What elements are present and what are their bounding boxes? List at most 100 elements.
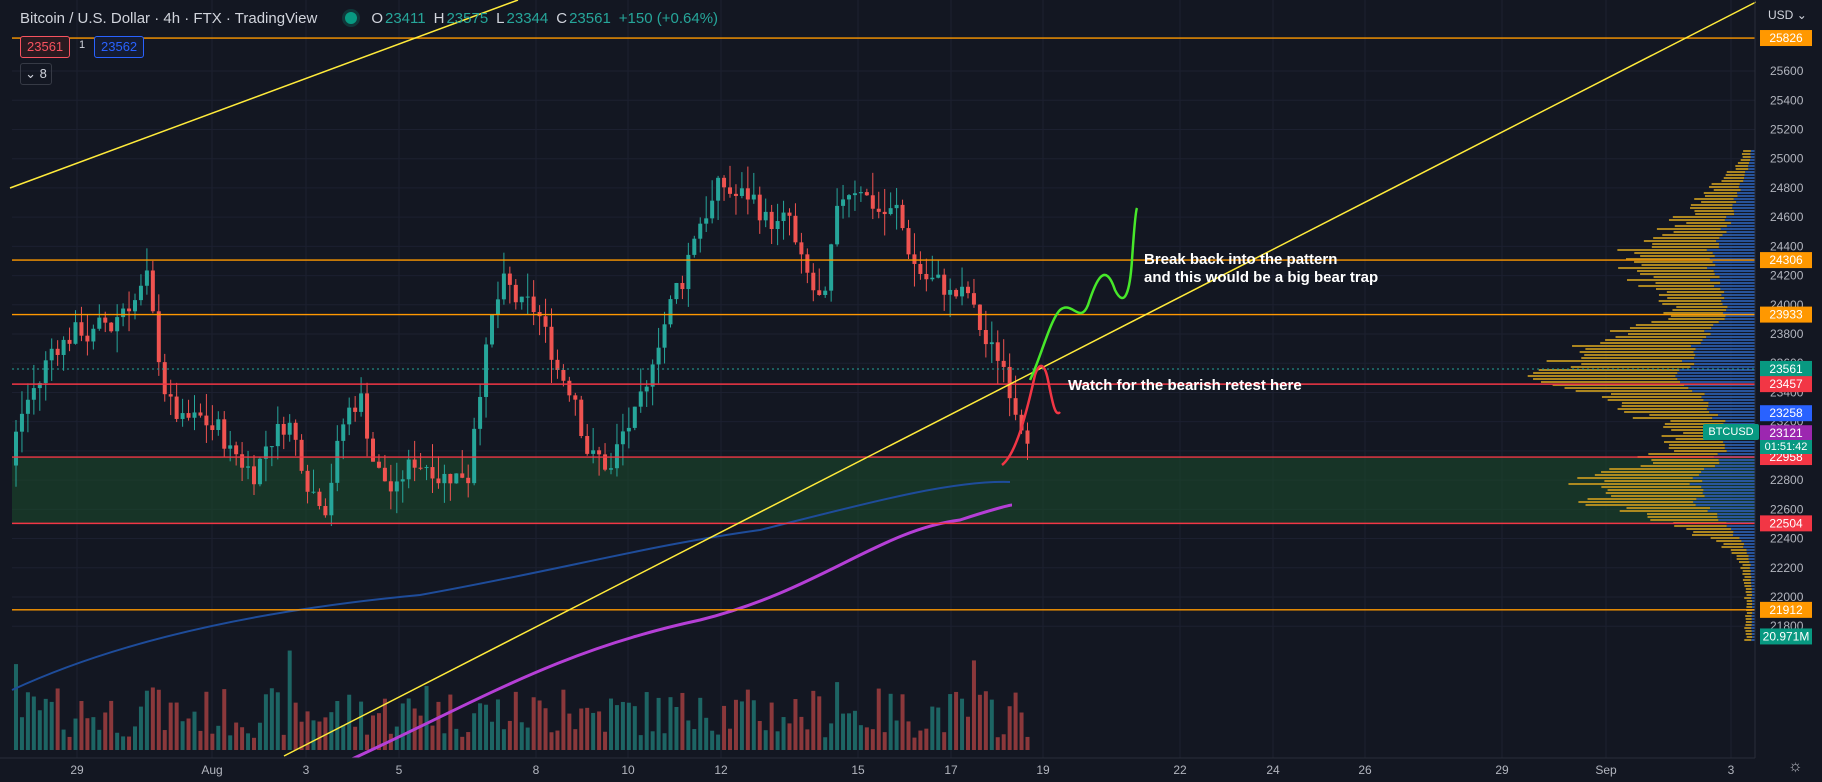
volume-bar <box>805 729 810 750</box>
indicators-toggle-button[interactable]: ⌄ 8 <box>20 63 52 85</box>
volume-profile-bar <box>1653 462 1720 464</box>
candle-body <box>454 473 459 484</box>
volume-bar <box>995 737 1000 750</box>
candle-body <box>19 413 24 432</box>
volume-bar <box>507 720 512 750</box>
volume-profile-bar <box>1651 459 1719 461</box>
price-label-text: 21912 <box>1769 603 1803 617</box>
currency-selector[interactable]: USD ⌄ <box>1768 8 1807 22</box>
bear-trap-annotation[interactable]: Break back into the pattern and this wou… <box>1144 251 1378 287</box>
candle-body <box>347 407 352 425</box>
candle-body <box>698 223 703 239</box>
candle-body <box>323 505 328 516</box>
volume-bar <box>1007 706 1012 750</box>
volume-profile-bar <box>1724 318 1755 320</box>
volume-bar <box>864 727 869 750</box>
candle-body <box>757 194 762 221</box>
volume-bar <box>168 702 173 750</box>
candle-body <box>353 407 358 412</box>
retest-annotation[interactable]: Watch for the bearish retest here <box>1068 377 1302 394</box>
volume-profile-bar <box>1695 213 1735 215</box>
volume-profile-bar <box>1751 618 1755 620</box>
volume-profile-bar <box>1658 294 1722 296</box>
volume-profile-bar <box>1751 597 1755 599</box>
price-tick-label: 25000 <box>1770 152 1804 166</box>
volume-profile-bar <box>1708 405 1755 407</box>
volume-profile-bar <box>1744 174 1755 176</box>
candle-body <box>739 188 744 196</box>
candle-body <box>37 383 42 389</box>
volume-profile-bar <box>1749 162 1755 164</box>
candle-body <box>240 454 245 468</box>
bearish-projection <box>1001 364 1061 466</box>
candle-body <box>55 348 60 355</box>
volume-profile-bar <box>1733 198 1755 200</box>
volume-profile-bar <box>1739 537 1755 539</box>
volume-bar <box>19 717 24 750</box>
candle-body <box>257 458 262 485</box>
volume-bar <box>299 721 304 750</box>
volume-profile-bar <box>1704 195 1738 197</box>
volume-profile-bar <box>1693 531 1734 533</box>
annotation-line: Break back into the pattern <box>1144 251 1338 268</box>
volume-profile-bar <box>1746 600 1753 602</box>
volume-profile-bar <box>1647 513 1718 515</box>
volume-bar <box>234 722 239 750</box>
volume-profile-bar <box>1746 636 1753 638</box>
volume-bar <box>948 694 953 750</box>
volume-profile-bar <box>1718 321 1755 323</box>
volume-profile-bar <box>1751 633 1755 635</box>
candle-body <box>817 290 822 295</box>
volume-profile-bar <box>1738 186 1755 188</box>
volume-profile-bar <box>1743 582 1752 584</box>
volume-profile-bar <box>1740 189 1755 191</box>
volume-bar <box>989 699 994 750</box>
volume-profile-bar <box>1617 408 1707 410</box>
volume-profile-bar <box>1736 555 1749 557</box>
candle-body <box>829 244 834 291</box>
volume-profile-bar <box>1581 357 1695 359</box>
volume-bar <box>668 697 673 750</box>
volume-profile-bar <box>1732 204 1755 206</box>
price-label-text: 23457 <box>1769 377 1803 391</box>
volume-profile-bar <box>1744 597 1752 599</box>
volume-profile-bar <box>1607 399 1704 401</box>
volume-profile-bar <box>1711 183 1740 185</box>
volume-bar <box>983 691 988 750</box>
bullish-projection <box>1028 207 1139 381</box>
price-tick-label: 24200 <box>1770 269 1804 283</box>
volume-bar <box>204 691 209 750</box>
volume-bar <box>25 692 30 750</box>
volume-bar <box>222 689 227 750</box>
volume-profile-bar <box>1617 249 1707 251</box>
volume-bar <box>263 694 268 750</box>
volume-profile-bar <box>1744 585 1752 587</box>
volume-bar <box>1025 736 1030 750</box>
volume-profile-bar <box>1585 348 1696 350</box>
volume-bar <box>466 732 471 750</box>
buy-button[interactable]: 23562 <box>94 36 145 58</box>
volume-profile-bar <box>1572 345 1691 347</box>
candle-body <box>382 467 387 482</box>
volume-bar <box>888 693 893 750</box>
candle-body <box>1025 430 1030 444</box>
volume-profile-bar <box>1745 624 1752 626</box>
volume-profile-bar <box>1695 348 1755 350</box>
volume-profile-bar <box>1749 561 1755 563</box>
volume-profile-bar <box>1750 153 1755 155</box>
volume-profile-bar <box>1707 510 1755 512</box>
sell-button[interactable]: 23561 <box>20 36 71 58</box>
volume-bar <box>478 703 483 750</box>
symbol-title[interactable]: Bitcoin / U.S. Dollar · 4h · FTX · Tradi… <box>20 9 318 27</box>
volume-profile-bar <box>1698 474 1755 476</box>
time-tick-label: 26 <box>1358 763 1372 777</box>
price-label-box <box>1760 405 1812 422</box>
candle-body <box>710 200 715 219</box>
volume-profile-bar <box>1706 249 1755 251</box>
candle-body <box>626 427 631 432</box>
gear-icon[interactable]: ☼ <box>1788 758 1803 775</box>
volume-profile-bar <box>1751 615 1755 617</box>
price-tick-label: 22000 <box>1770 590 1804 604</box>
